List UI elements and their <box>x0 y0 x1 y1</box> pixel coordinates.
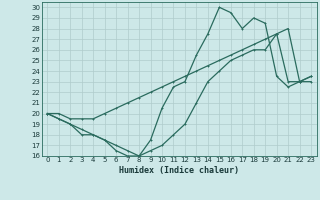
X-axis label: Humidex (Indice chaleur): Humidex (Indice chaleur) <box>119 166 239 175</box>
